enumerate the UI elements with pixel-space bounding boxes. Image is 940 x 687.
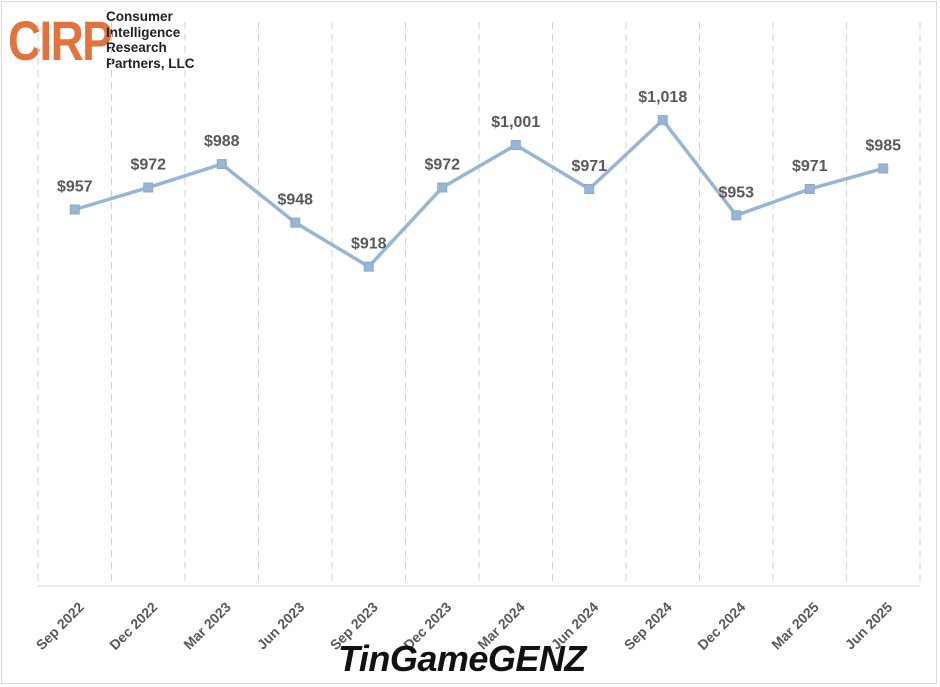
data-label: $971	[571, 158, 607, 175]
logo-mark: CIRP	[8, 9, 113, 72]
point-marker	[290, 217, 301, 228]
data-label: $957	[57, 178, 93, 195]
data-label: $972	[130, 157, 166, 174]
series-markers	[69, 115, 889, 272]
x-tick-label: Jun 2025	[842, 599, 896, 653]
data-label: $948	[277, 192, 313, 209]
point-marker	[804, 183, 815, 194]
logo-line-3: Research	[106, 40, 167, 55]
data-label: $918	[351, 236, 387, 253]
point-marker	[143, 182, 154, 193]
point-marker	[216, 159, 227, 170]
watermark-text: TinGameGENZ	[338, 638, 586, 679]
data-label: $1,001	[491, 114, 540, 131]
x-tick-label: Sep 2022	[33, 599, 87, 653]
data-label: $988	[204, 133, 240, 150]
cirp-logo: CIRP Consumer Intelligence Research Part…	[8, 8, 208, 74]
logo-line-2: Intelligence	[106, 24, 181, 40]
x-tick-label: Mar 2023	[180, 599, 234, 653]
data-label: $971	[792, 158, 828, 175]
point-marker	[731, 210, 742, 221]
point-marker	[657, 115, 668, 126]
data-label: $985	[865, 137, 901, 154]
x-tick-label: Mar 2025	[768, 599, 822, 653]
x-tick-label: Dec 2022	[106, 599, 160, 653]
point-marker	[437, 182, 448, 193]
logo-company-name: Consumer Intelligence Research Partners,…	[106, 9, 195, 71]
data-label: $1,018	[638, 89, 687, 106]
grid-lines	[37, 22, 921, 586]
logo-line-1: Consumer	[106, 9, 173, 24]
data-label: $972	[424, 157, 460, 174]
x-tick-label: Jun 2023	[254, 599, 308, 653]
point-marker	[584, 183, 595, 194]
point-marker	[363, 261, 374, 272]
point-marker	[69, 204, 80, 215]
x-tick-label: Dec 2024	[694, 599, 748, 653]
point-marker	[878, 163, 889, 174]
x-tick-label: Sep 2024	[621, 599, 675, 653]
logo-line-4: Partners, LLC	[106, 55, 195, 71]
series-line	[74, 118, 884, 269]
data-label: $953	[718, 184, 754, 201]
data-labels: $957 $972 $988 $948 $918 $972 $1,001 $971 $1,018…	[57, 89, 901, 253]
point-marker	[510, 140, 521, 151]
